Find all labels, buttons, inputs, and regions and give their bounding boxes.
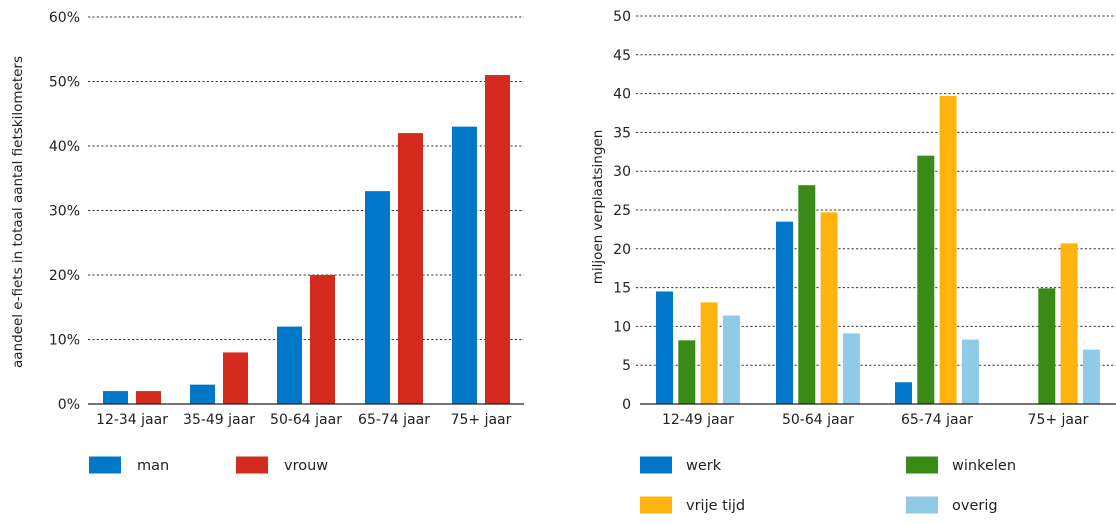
bar-overig-12-49-jaar — [722, 315, 740, 404]
bar-vrouw-75-jaar — [485, 75, 510, 405]
chart-e-bike-share-y-axis-title: aandeel e-fiets in totaal aantal fietski… — [10, 56, 26, 368]
chart-trips-by-purpose-y-axis-title: miljoen verplaatsingen — [590, 130, 606, 285]
bar-man-75-jaar — [452, 126, 477, 405]
legend-label-vrouw: vrouw — [284, 458, 328, 474]
bar-werk-12-49-jaar — [656, 291, 673, 404]
x-tick-label-75-jaar: 75+ jaar — [1028, 412, 1089, 428]
y-tick-label-trips-by-purpose-20: 20 — [613, 242, 631, 258]
legend-swatch-winkelen — [906, 456, 938, 474]
y-tick-label-trips-by-purpose-0: 0 — [622, 397, 631, 413]
bar-winkelen-75-jaar — [1038, 288, 1056, 404]
x-tick-label-50-64-jaar: 50-64 jaar — [782, 412, 854, 428]
bar-vrouw-12-34-jaar — [136, 391, 161, 404]
y-tick-label-e-bike-share-10: 10% — [49, 333, 80, 349]
legend-label-man: man — [137, 458, 169, 474]
bar-man-50-64-jaar — [277, 326, 302, 404]
y-tick-label-trips-by-purpose-10: 10 — [613, 319, 631, 335]
bar-vrouw-50-64-jaar — [310, 275, 335, 404]
bar-werk-65-74-jaar — [895, 382, 912, 404]
bar-man-12-34-jaar — [103, 391, 128, 404]
legend-swatch-vrije-tijd — [640, 496, 672, 514]
x-tick-label-35-49-jaar: 35-49 jaar — [183, 412, 255, 428]
chart-e-bike-share-x-tick-labels: 12-34 jaar 35-49 jaar 50-64 jaar 65-74 jaar… — [96, 412, 512, 428]
bar-vrije-tijd-75-jaar — [1060, 243, 1078, 404]
bar-vrije-tijd-12-49-jaar — [700, 302, 718, 404]
y-tick-label-trips-by-purpose-35: 35 — [613, 125, 631, 141]
legend-swatch-werk — [640, 456, 672, 474]
y-tick-label-trips-by-purpose-50: 50 — [613, 9, 631, 25]
x-tick-label-12-49-jaar: 12-49 jaar — [662, 412, 734, 428]
y-tick-label-e-bike-share-0: 0% — [58, 397, 80, 413]
y-tick-label-e-bike-share-20: 20% — [49, 268, 80, 284]
bar-man-65-74-jaar — [365, 191, 390, 404]
legend-label-vrije-tijd: vrije tijd — [686, 498, 745, 514]
bar-overig-75-jaar — [1082, 349, 1100, 404]
y-tick-label-trips-by-purpose-25: 25 — [613, 203, 631, 219]
y-tick-label-trips-by-purpose-30: 30 — [613, 164, 631, 180]
y-tick-label-e-bike-share-40: 40% — [49, 139, 80, 155]
bar-vrouw-35-49-jaar — [223, 352, 248, 404]
bar-werk-50-64-jaar — [776, 221, 793, 404]
y-tick-label-e-bike-share-30: 30% — [49, 204, 80, 220]
chart-trips-by-purpose-y-tick-labels: 0 5 10 15 20 25 30 35 40 45 50 — [613, 9, 631, 413]
bar-winkelen-12-49-jaar — [678, 340, 696, 404]
bar-overig-50-64-jaar — [842, 333, 860, 404]
x-tick-label-50-64-jaar: 50-64 jaar — [270, 412, 342, 428]
y-tick-label-trips-by-purpose-15: 15 — [613, 281, 631, 297]
bar-winkelen-65-74-jaar — [917, 155, 935, 404]
chart-e-bike-share-bars — [103, 75, 510, 405]
chart-e-bike-share-legend: man vrouw — [89, 456, 328, 474]
x-tick-label-75-jaar: 75+ jaar — [451, 412, 512, 428]
bar-man-35-49-jaar — [190, 384, 215, 404]
x-tick-label-65-74-jaar: 65-74 jaar — [901, 412, 973, 428]
bar-vrije-tijd-50-64-jaar — [820, 212, 838, 404]
legend-swatch-man — [89, 456, 121, 474]
x-tick-label-12-34-jaar: 12-34 jaar — [96, 412, 168, 428]
x-tick-label-65-74-jaar: 65-74 jaar — [358, 412, 430, 428]
y-tick-label-e-bike-share-50: 50% — [49, 75, 80, 91]
chart-trips-by-purpose-legend: werk winkelen vrije tijd overig — [640, 456, 1016, 514]
chart-trips-by-purpose-bars — [656, 95, 1100, 404]
chart-e-bike-share-y-tick-labels: 0% 10% 20% 30% 40% 50% 60% — [49, 10, 80, 413]
bar-vrije-tijd-65-74-jaar — [939, 95, 957, 404]
legend-label-winkelen: winkelen — [952, 458, 1016, 474]
chart-trips-by-purpose: 0 5 10 15 20 25 30 35 40 45 50 12-49 jaar 50-64 jaa… — [590, 9, 1116, 514]
chart-e-bike-share: 0% 10% 20% 30% 40% 50% 60% 12-34 jaar 35-49 jaa… — [10, 10, 524, 474]
y-tick-label-trips-by-purpose-45: 45 — [613, 48, 631, 64]
y-tick-label-e-bike-share-60: 60% — [49, 10, 80, 26]
y-tick-label-trips-by-purpose-5: 5 — [622, 358, 631, 374]
bar-overig-65-74-jaar — [961, 339, 979, 404]
legend-swatch-vrouw — [236, 456, 268, 474]
bar-winkelen-50-64-jaar — [798, 185, 816, 404]
legend-swatch-overig — [906, 496, 938, 514]
legend-label-werk: werk — [686, 458, 722, 474]
chart-trips-by-purpose-x-tick-labels: 12-49 jaar 50-64 jaar 65-74 jaar 75+ jaar — [662, 412, 1089, 428]
y-tick-label-trips-by-purpose-40: 40 — [613, 87, 631, 103]
bar-vrouw-65-74-jaar — [398, 133, 423, 404]
legend-label-overig: overig — [952, 498, 998, 514]
